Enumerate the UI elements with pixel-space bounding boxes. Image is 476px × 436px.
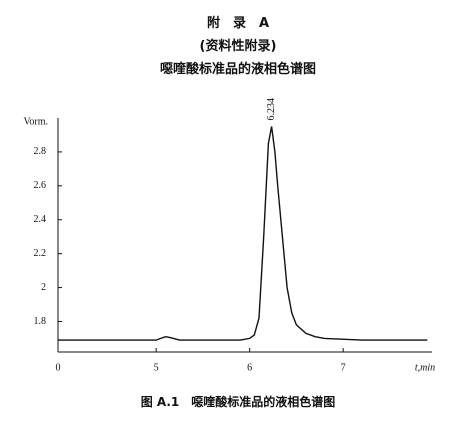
appendix-label: 附 录 A: [206, 16, 270, 31]
y-tick-label: 2: [41, 282, 46, 293]
y-tick-label: 2.4: [34, 214, 47, 225]
chromatogram-line: [58, 126, 428, 341]
y-tick-label: 2.2: [34, 248, 47, 259]
chart: Vorm. t,min 0 1.8 2 2.2 2.4 2.6 2.8 5 6 7 6.234: [23, 98, 435, 373]
x-tick-label: 5: [154, 362, 159, 373]
x-axis-label: t,min: [415, 362, 435, 373]
y-tick-label: 2.8: [34, 146, 47, 157]
page-title: 噁喹酸标准品的液相色谱图: [159, 62, 316, 77]
x-tick-label: 6: [247, 362, 252, 373]
figure-caption: 图 A.1 噁喹酸标准品的液相色谱图: [140, 395, 336, 409]
appendix-note: (资料性附录): [199, 39, 277, 54]
y-tick-label: 1.8: [34, 316, 47, 327]
peak-annotation: 6.234: [266, 98, 277, 121]
y-axis-label: Vorm.: [23, 116, 48, 127]
x-tick-label: 7: [341, 362, 346, 373]
y-tick-label: 2.6: [34, 180, 47, 191]
x-origin-label: 0: [56, 362, 61, 373]
